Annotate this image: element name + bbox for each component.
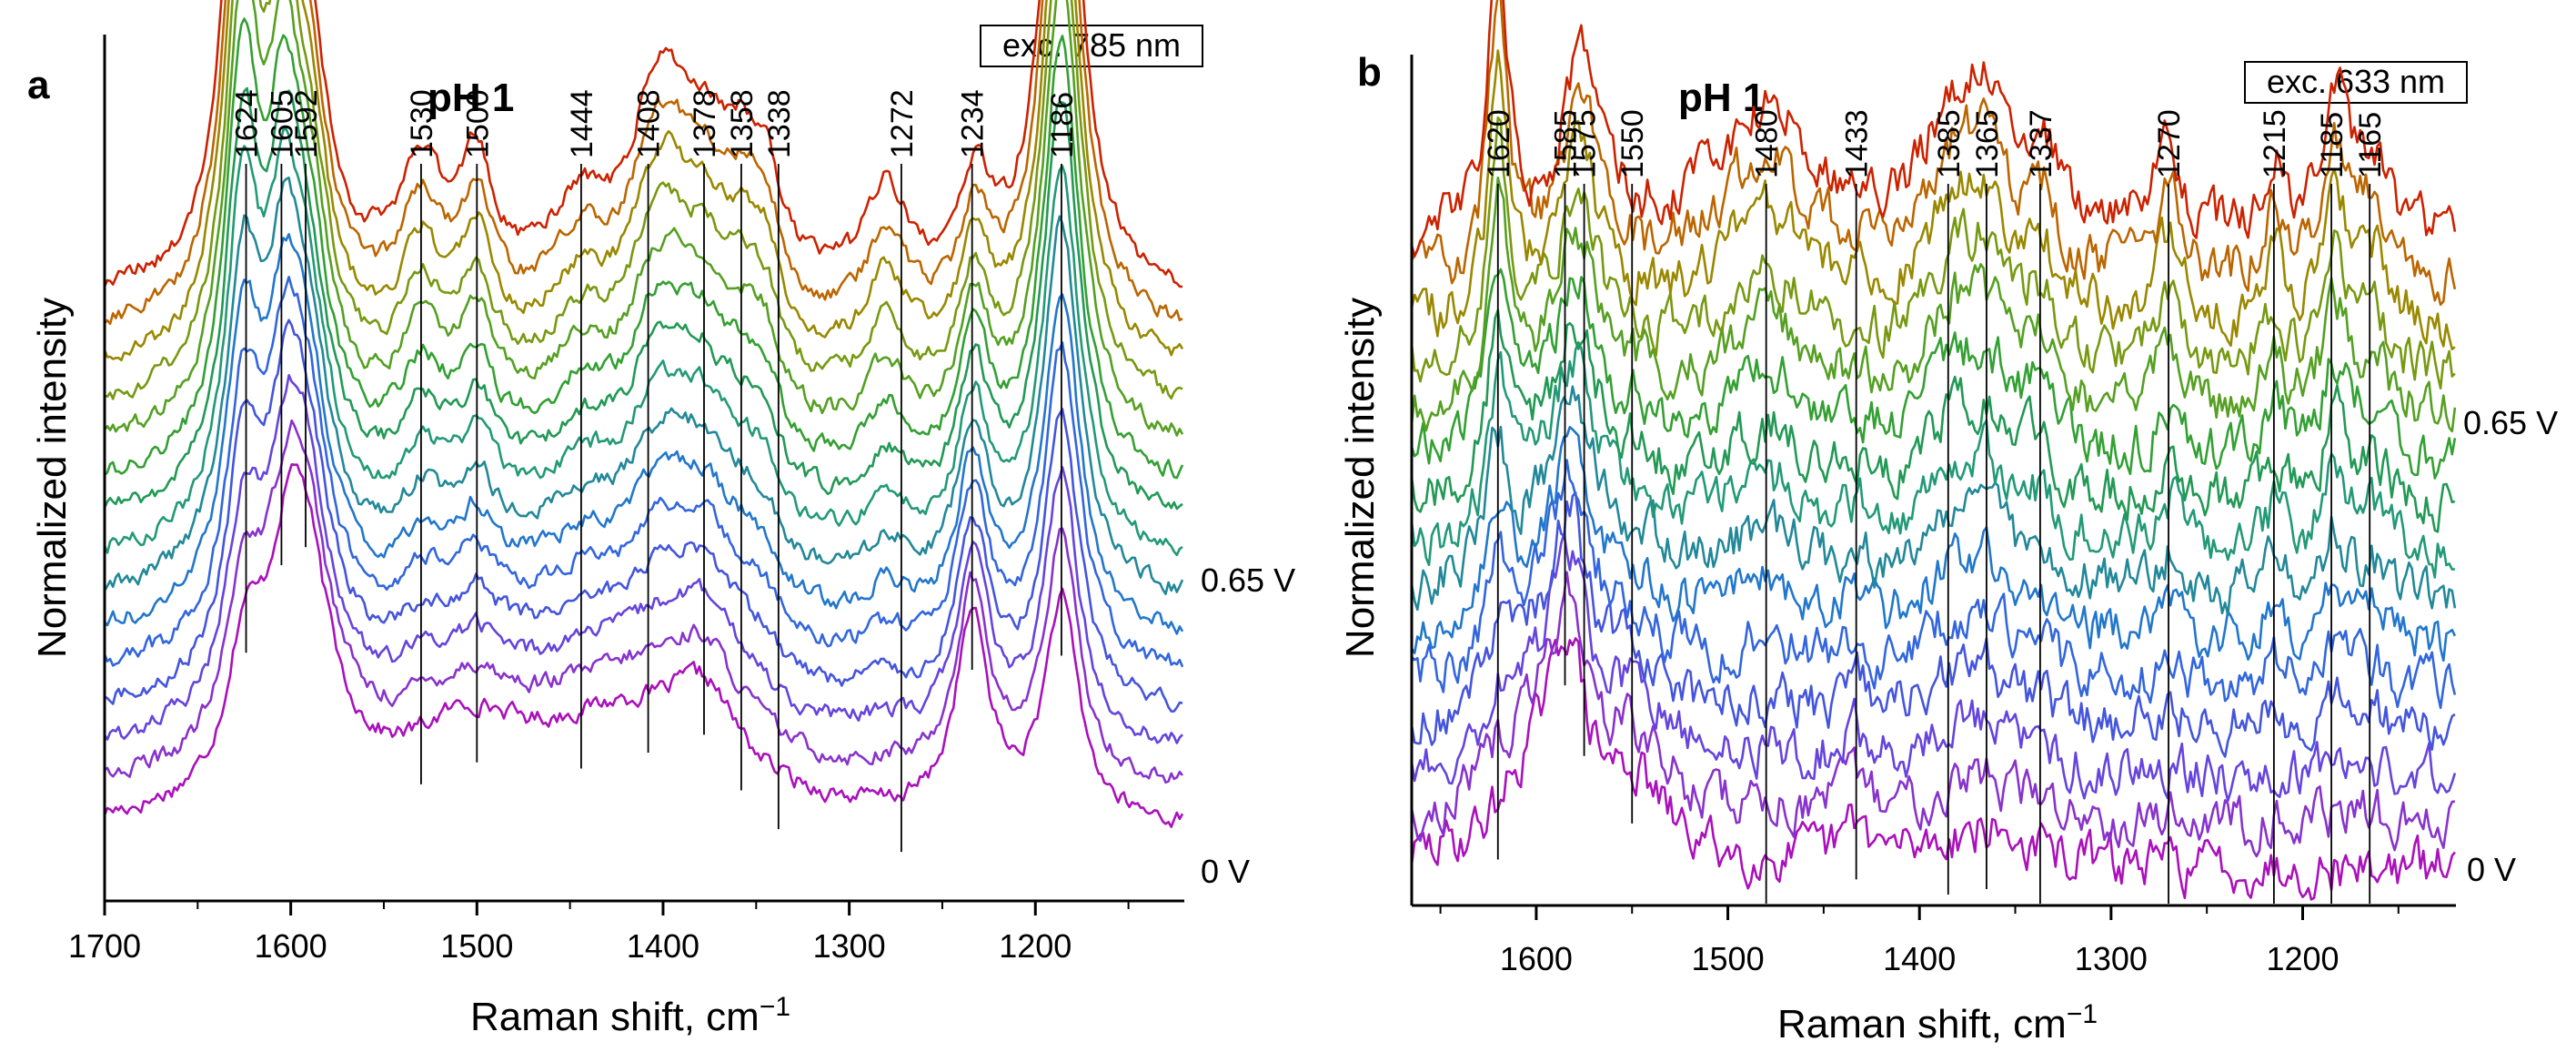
panel-a-spectrum-8: [103, 86, 1183, 511]
panel-b-peak-label-1480: 1480: [1750, 109, 1785, 178]
panel-a-spectrum-14: [103, 0, 1183, 288]
panel-b-label-bottom-series: 0 V: [2467, 851, 2516, 888]
panel-b-peak-label-1575: 1575: [1568, 109, 1603, 178]
panel-a-spectrum-6: [103, 177, 1184, 595]
panel-b-peak-label-1337: 1337: [2024, 109, 2058, 178]
panel-a-peak-label-1592: 1592: [289, 89, 324, 158]
panel-b-axes: 1600 1500 1400 1300 1200: [1410, 55, 2456, 977]
panel-b-peak-label-1185: 1185: [2315, 112, 2350, 178]
panel-b-y-axis-label: Normalized intensity: [1338, 298, 1383, 658]
panel-a-peak-label-1186: 1186: [1045, 92, 1080, 158]
panel-b-spectrum-6: [1410, 385, 2457, 617]
panel-a-peak-label-1234: 1234: [956, 89, 991, 158]
panel-b-x-tick-label-1600: 1600: [1500, 940, 1573, 977]
panel-a-peak-label-1624: 1624: [230, 89, 265, 158]
panel-a-label-top-series: 0.65 V: [1201, 561, 1295, 599]
panel-a-peak-label-1500: 1500: [460, 89, 495, 158]
panel-b-peak-label-1433: 1433: [1840, 109, 1875, 178]
panel-a-y-axis-label: Normalized intensity: [30, 298, 75, 658]
panel-b-x-axis-label-sup: −1: [2067, 999, 2098, 1029]
panel-a-peak-label-1338: 1338: [762, 89, 797, 158]
panel-a-x-tick-label-1400: 1400: [627, 927, 699, 965]
panel-b-spectrum-3: [1410, 491, 2456, 758]
panel-b-peak-label-1620: 1620: [1482, 109, 1516, 178]
panel-a-x-tick-label-1200: 1200: [999, 927, 1072, 965]
panel-b-title: pH 1: [1678, 76, 1765, 120]
panel-b-spectrum-10: [1410, 177, 2457, 433]
panel-b-peak-label-1215: 1215: [2258, 109, 2292, 178]
panel-a-excitation-box: [980, 25, 1203, 67]
panel-b-x-axis-label: Raman shift, cm−1: [1777, 999, 2098, 1047]
panel-b-spectrum-12: [1410, 49, 2456, 351]
panel-b-spectrum-2: [1410, 531, 2457, 803]
panel-b-spectra: [1410, 0, 2457, 901]
panel-a-excitation: exc. 785 nm: [1002, 26, 1181, 64]
panel-a-spectrum-10: [103, 0, 1184, 437]
panel-b-spectrum-11: [1410, 116, 2456, 389]
panel-b-spectrum-14: [1410, 0, 2457, 258]
panel-a-peak-label-1444: 1444: [565, 89, 599, 158]
panel-a-x-axis-label: Raman shift, cm−1: [470, 992, 790, 1039]
panel-a-peak-label-1605: 1605: [265, 89, 299, 158]
panel-b-spectrum-8: [1410, 308, 2456, 533]
panel-b-x-tick-label-1200: 1200: [2266, 940, 2339, 977]
panel-a-label-bottom-series: 0 V: [1201, 853, 1250, 890]
panel-b-excitation-box: [2244, 61, 2468, 104]
panel-a-spectrum-5: [104, 233, 1184, 635]
panel-a-spectrum-7: [103, 127, 1183, 557]
panel-a-spectrum-0: [103, 463, 1184, 828]
panel-a-spectrum-9: [104, 17, 1184, 480]
panel-b-peak-label-1585: 1585: [1549, 109, 1584, 178]
panel-a-peak-label-1378: 1378: [688, 89, 722, 158]
panel-b-spectrum-1: [1410, 571, 2456, 858]
panel-b-peak-label-1365: 1365: [1970, 109, 2005, 178]
panel-a-x-axis-label-sup: −1: [760, 992, 790, 1022]
panel-a-x-tick-label-1600: 1600: [255, 927, 327, 965]
panel-b-label: b: [1357, 50, 1382, 95]
panel-a-spectra: [103, 0, 1184, 828]
panel-a-spectrum-3: [104, 319, 1183, 713]
panel-b-spectrum-9: [1410, 268, 2457, 480]
panel-b-spectrum-7: [1410, 340, 2455, 579]
panel-b-peak-label-1270: 1270: [2152, 109, 2187, 178]
panel-b-spectrum-4: [1411, 459, 2457, 710]
panel-a-x-tick-label-1500: 1500: [440, 927, 513, 965]
panel-a-x-tick-label-1700: 1700: [68, 927, 141, 965]
panel-b: b pH 1 exc. 633 nm Normalized intensity …: [1338, 0, 2558, 1047]
panel-b-label-top-series: 0.65 V: [2463, 404, 2558, 441]
panel-a-title: pH 1: [428, 76, 514, 120]
panel-b-peak-label-1550: 1550: [1615, 109, 1650, 178]
panel-a-spectrum-1: [104, 419, 1184, 784]
panel-b-x-tick-label-1400: 1400: [1883, 940, 1956, 977]
panel-a-axes: 1700 1600 1500 1400 1300 1200: [68, 35, 1184, 965]
panel-a-peak-label-1272: 1272: [885, 89, 920, 158]
panel-a: a pH 1 exc. 785 nm Normalized intensity …: [27, 0, 1295, 1039]
panel-a-peak-label-1358: 1358: [725, 89, 760, 158]
panel-b-peak-label-1385: 1385: [1932, 109, 1967, 178]
panel-a-peak-label-1408: 1408: [632, 89, 667, 158]
panel-a-spectrum-11: [104, 0, 1183, 400]
panel-a-spectrum-12: [103, 0, 1184, 362]
panel-b-x-tick-label-1300: 1300: [2075, 940, 2148, 977]
panel-a-label: a: [27, 63, 50, 107]
panel-a-peak-label-1530: 1530: [405, 89, 439, 158]
panel-a-spectrum-2: [103, 374, 1183, 744]
panel-b-peak-label-1165: 1165: [2353, 112, 2388, 178]
panel-b-spectrum-5: [1410, 426, 2457, 662]
panel-b-x-axis-label-text: Raman shift, cm: [1777, 1002, 2067, 1047]
panel-a-x-axis-label-text: Raman shift, cm: [470, 995, 760, 1039]
panel-b-spectrum-13: [1410, 0, 2457, 307]
panel-b-excitation: exc. 633 nm: [2267, 63, 2445, 100]
panel-a-x-tick-label-1300: 1300: [813, 927, 886, 965]
panel-a-spectrum-4: [103, 276, 1184, 668]
panel-b-x-tick-label-1500: 1500: [1692, 940, 1765, 977]
panel-a-spectrum-13: [104, 0, 1183, 326]
panel-b-spectrum-0: [1410, 637, 2456, 901]
